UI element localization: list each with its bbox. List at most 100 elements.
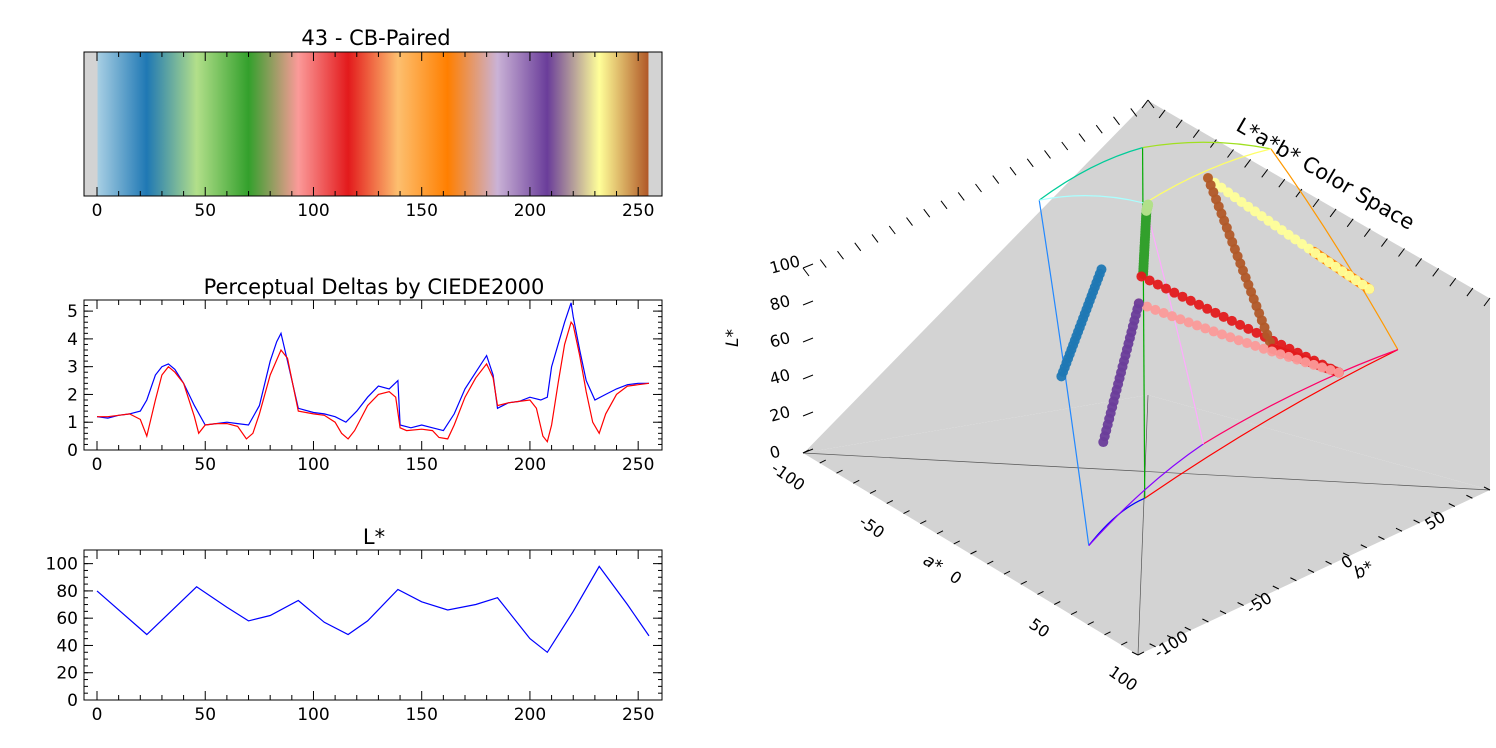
color-point	[1333, 367, 1344, 378]
floor-tick	[1087, 621, 1094, 626]
z-tick-label: 40	[768, 365, 793, 389]
colormap-title: 43 - CB-Paired	[301, 26, 450, 50]
floor-tick	[1483, 486, 1491, 491]
wall-tick	[1398, 248, 1405, 257]
floor-tick	[1184, 626, 1192, 631]
wall-tick	[1009, 166, 1017, 176]
wall-tick	[975, 183, 982, 193]
gamut-edge	[1038, 147, 1143, 201]
2-xtick-label: 250	[622, 705, 654, 725]
ytick-label: 3	[67, 358, 78, 378]
floor-tick	[1070, 611, 1078, 616]
color-point	[1150, 304, 1161, 315]
wall-tick	[1346, 218, 1354, 228]
z-tick-mark	[802, 374, 814, 380]
0-xtick-label: 150	[405, 201, 437, 221]
wall-tick	[1113, 116, 1120, 126]
1-xtick-label: 0	[92, 455, 103, 475]
gamut-edge	[1088, 443, 1204, 546]
color-point	[1275, 349, 1286, 360]
floor-tick	[987, 560, 994, 565]
wall-tick	[1466, 287, 1474, 297]
wall-tick	[940, 200, 948, 210]
2-xtick-label: 0	[92, 705, 103, 725]
floor-tick	[1466, 494, 1473, 499]
wall-tick	[906, 217, 913, 226]
wall-tick	[1415, 258, 1422, 267]
delta-panel: Perceptual Deltas by CIEDE2000 0 50 100 150…	[67, 275, 663, 475]
color-point	[1250, 340, 1261, 351]
colormap-frame	[83, 51, 663, 197]
2-xtick-label: 100	[297, 705, 329, 725]
wall-tick	[1295, 188, 1303, 198]
a-tick-label: -100	[768, 458, 809, 494]
series-line-0	[96, 565, 650, 654]
wall-tick	[1329, 208, 1337, 218]
floor-tick	[819, 459, 826, 464]
color-point	[1292, 354, 1303, 365]
delta-series	[96, 302, 650, 444]
a-tick-label: 0	[946, 567, 965, 588]
wall-tick	[1147, 99, 1155, 109]
delta-axis-ticks: 0 50 100 150 200 250 0 1 2 3 4 5	[67, 299, 662, 475]
ytick-label: 1	[67, 413, 78, 433]
wall-tick	[1192, 129, 1200, 138]
wall-tick	[1078, 133, 1086, 142]
ytick-label: 5	[67, 302, 78, 322]
color-point	[1258, 343, 1269, 354]
wall-tick	[1244, 159, 1251, 168]
z-tick-mark	[802, 263, 814, 269]
ytick-label: 100	[46, 555, 78, 575]
floor-tick	[1448, 503, 1456, 507]
color-point	[1192, 320, 1203, 331]
series-line-0	[96, 302, 649, 432]
b-axis-label: b*	[1351, 557, 1377, 583]
wall-tick	[1026, 158, 1034, 168]
wall-tick	[888, 225, 896, 235]
wall-tick	[1483, 297, 1491, 307]
delta-title: Perceptual Deltas by CIEDE2000	[204, 275, 545, 299]
0-xtick-label: 200	[514, 201, 546, 221]
wall-tick	[1227, 149, 1234, 158]
wall-tick	[1158, 109, 1166, 119]
colormap-gradient-bar	[84, 52, 662, 196]
floor-tick	[1237, 602, 1244, 606]
2-xtick-label: 50	[194, 705, 216, 725]
ytick-label: 20	[56, 664, 78, 684]
floor-tick	[1104, 631, 1111, 636]
a-tick-label: 100	[1105, 662, 1141, 695]
1-xtick-label: 200	[514, 455, 546, 475]
floor-tick	[836, 469, 843, 474]
color-point	[1267, 346, 1278, 357]
0-xtick-label: 0	[92, 201, 103, 221]
floor-tick	[1290, 577, 1297, 582]
color-point	[1152, 279, 1163, 290]
a-axis-label: a*	[919, 550, 946, 577]
srgb-gamut-outline	[1038, 141, 1399, 546]
wall-tick	[802, 267, 810, 277]
lab-floor	[803, 395, 1490, 655]
wall-tick	[957, 192, 965, 201]
z-tick-mark	[802, 337, 814, 343]
color-point	[1200, 323, 1211, 334]
floor-tick	[886, 500, 893, 504]
color-point	[1208, 326, 1219, 337]
color-point	[1300, 357, 1311, 368]
color-point	[1243, 323, 1254, 334]
floor-tick	[1254, 593, 1262, 598]
z-axis-label: L*	[723, 329, 743, 347]
color-point	[1167, 311, 1178, 322]
floor-tick	[953, 540, 960, 545]
lightness-title: L*	[363, 525, 385, 549]
box-edge	[802, 99, 1149, 454]
gamut-edge	[1270, 148, 1399, 350]
gamut-edge	[1141, 147, 1146, 499]
z-tick-mark	[802, 411, 814, 417]
1-xtick-label: 150	[405, 455, 437, 475]
color-point	[1161, 283, 1172, 294]
floor-tick	[1054, 601, 1061, 605]
wall-tick	[992, 175, 1000, 184]
z-tick-mark	[802, 300, 814, 306]
z-tick-label: 80	[768, 291, 793, 315]
